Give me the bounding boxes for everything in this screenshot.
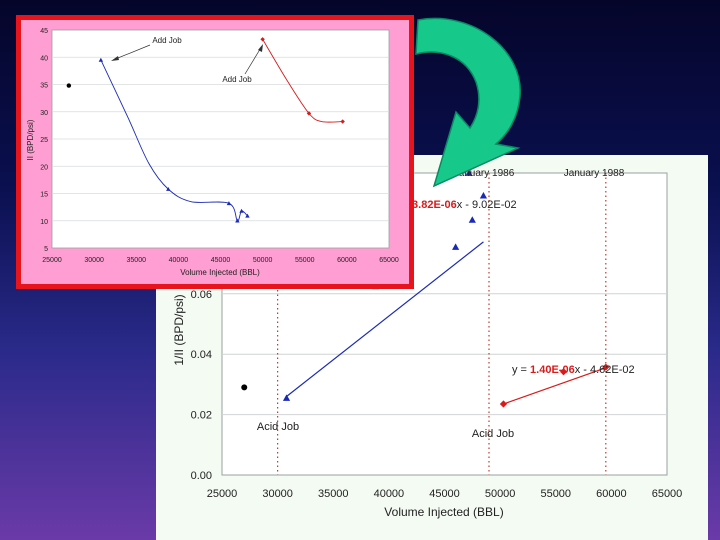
inset-add-job-pointer-1-head — [111, 56, 119, 61]
inset-add-job-pointer-1 — [112, 44, 151, 61]
inset-y-axis-label: II (BPD/psi) — [26, 119, 35, 160]
inset-x-tick-label: 45000 — [211, 257, 231, 264]
main-y-axis-label: 1/II (BPD/psi) — [172, 294, 186, 365]
inset-data-point — [66, 83, 72, 88]
main-y-tick-label: 0.06 — [191, 289, 212, 301]
marker-label-january-1988: January 1988 — [564, 168, 625, 179]
main-fit-line — [286, 241, 484, 397]
main-y-tick-label: 0.00 — [191, 470, 212, 482]
main-fit-lines — [286, 241, 607, 405]
inset-x-tick-label: 65000 — [379, 257, 399, 264]
inset-data-point — [340, 119, 345, 124]
inset-data-point — [260, 37, 265, 42]
inset-x-tick-label: 55000 — [295, 257, 315, 264]
main-data-point — [282, 394, 291, 401]
curved-arrow-icon — [415, 17, 521, 188]
main-x-tick-label: 30000 — [262, 488, 293, 500]
main-fit-line — [503, 367, 607, 405]
inset-add-job-label-1: Add Job — [152, 36, 182, 45]
inset-add-job-pointer-2 — [244, 45, 263, 75]
main-x-axis-label: Volume Injected (BBL) — [384, 505, 503, 519]
inset-y-tick-label: 15 — [40, 192, 48, 199]
inset-series-curve — [100, 59, 248, 222]
marker-label-january-1986: January 1986 — [454, 168, 515, 179]
inset-y-tick-label: 30 — [40, 110, 48, 117]
main-data-point — [241, 384, 248, 391]
inset-grid — [52, 56, 389, 222]
main-acid-job-label-1: Acid Job — [257, 421, 299, 433]
inset-x-tick-label: 30000 — [84, 257, 104, 264]
equation-red-fit: y = 1.40E-06x - 4.62E-02 — [512, 364, 635, 376]
equation-red-prefix: y = — [512, 364, 530, 376]
equation-blue-coefficient: 3.82E-06 — [412, 199, 457, 211]
inset-points — [66, 37, 345, 223]
inset-data-point — [235, 218, 240, 223]
inset-y-tick-label: 35 — [40, 83, 48, 90]
main-x-tick-label: 35000 — [318, 488, 349, 500]
inset-x-tick-label: 25000 — [42, 257, 62, 264]
main-y-tick-labels: 0.00 0.02 0.04 0.06 — [191, 289, 212, 482]
inset-add-job-label-2: Add Job — [222, 75, 252, 84]
main-x-tick-label: 40000 — [374, 488, 405, 500]
main-data-point — [499, 400, 508, 408]
inset-data-point — [166, 186, 171, 191]
inset-y-tick-label: 20 — [40, 164, 48, 171]
inset-y-tick-label: 10 — [40, 219, 48, 226]
main-x-tick-label: 45000 — [429, 488, 460, 500]
inset-y-tick-label: 45 — [40, 28, 48, 35]
inset-data-point — [245, 213, 250, 218]
inset-data-point — [239, 208, 244, 213]
main-data-point — [559, 368, 568, 376]
main-x-tick-label: 65000 — [652, 488, 683, 500]
main-data-point — [479, 192, 488, 199]
inset-y-tick-label: 25 — [40, 137, 48, 144]
inset-data-point — [226, 201, 232, 206]
main-data-point — [452, 243, 460, 250]
inset-y-tick-label: 5 — [44, 246, 48, 253]
equation-red-coefficient: 1.40E-06 — [530, 364, 575, 376]
main-y-tick-label: 0.04 — [191, 349, 212, 361]
inset-x-tick-label: 40000 — [169, 257, 189, 264]
main-x-tick-labels: 25000 30000 35000 40000 45000 50000 55000 60000… — [207, 488, 683, 500]
main-x-tick-label: 55000 — [540, 488, 571, 500]
main-x-tick-label: 25000 — [207, 488, 238, 500]
inset-data-point — [98, 57, 104, 62]
inset-x-axis-label: Volume Injected (BBL) — [180, 268, 260, 277]
main-data-point — [465, 169, 473, 176]
main-x-tick-label: 50000 — [485, 488, 516, 500]
main-grid — [222, 293, 667, 416]
main-data-point — [468, 216, 476, 223]
inset-x-tick-labels: 25000 30000 35000 40000 45000 50000 55000 60000… — [42, 257, 399, 264]
equation-blue-suffix: x - 9.02E-02 — [457, 199, 517, 211]
inset-x-tick-label: 50000 — [253, 257, 273, 264]
inset-chart: 25000 30000 35000 40000 45000 50000 55000 60000… — [16, 15, 414, 289]
inset-add-job-pointer-2-head — [258, 44, 263, 52]
main-x-tick-label: 60000 — [596, 488, 627, 500]
inset-data-point — [306, 111, 312, 116]
inset-x-tick-label: 60000 — [337, 257, 357, 264]
main-acid-job-label-2: Acid Job — [472, 428, 514, 440]
equation-red-suffix: x - 4.62E-02 — [575, 364, 635, 376]
inset-y-tick-labels: 5 10 15 20 25 30 35 40 45 — [40, 28, 48, 253]
inset-y-tick-label: 40 — [40, 55, 48, 62]
main-y-tick-label: 0.02 — [191, 410, 212, 422]
inset-x-tick-label: 35000 — [127, 257, 147, 264]
main-data-point — [602, 363, 610, 371]
